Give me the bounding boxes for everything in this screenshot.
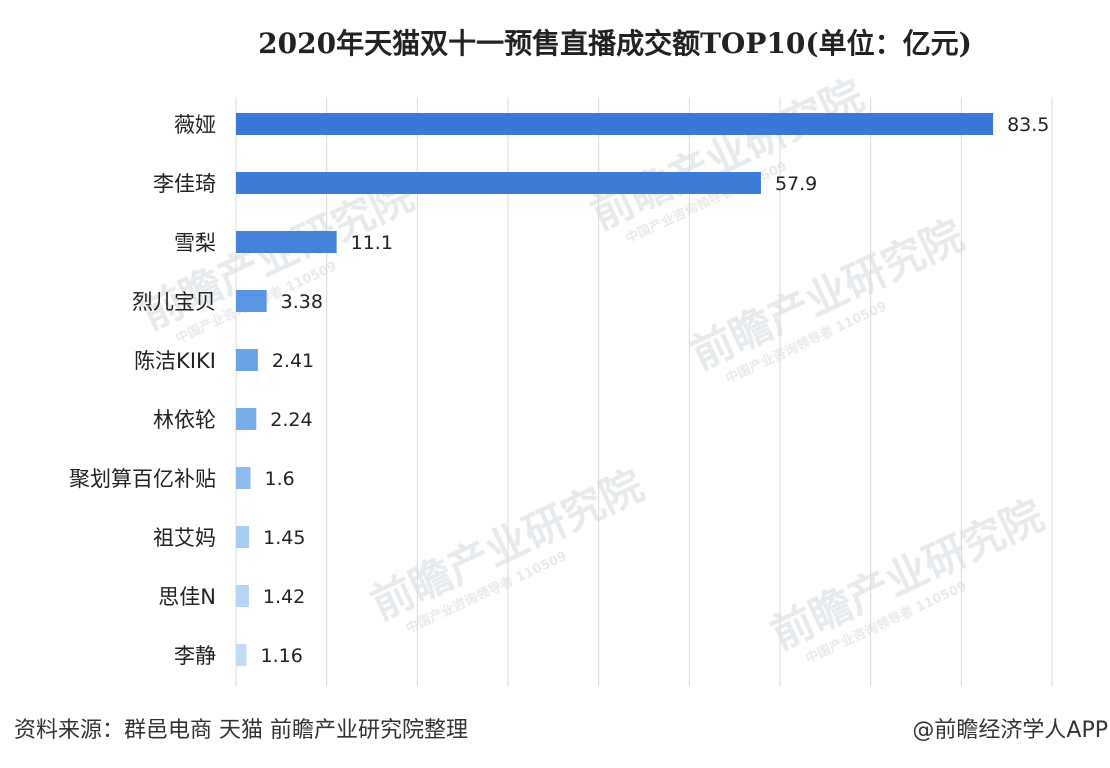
bar (236, 290, 267, 312)
category-label: 陈洁KIKI (134, 349, 216, 373)
category-label: 李静 (174, 644, 216, 668)
value-label: 3.38 (281, 291, 323, 313)
bar (236, 408, 257, 430)
value-label: 1.45 (263, 527, 305, 549)
watermark-text: 前瞻产业研究院 (364, 460, 651, 629)
value-label: 2.24 (270, 409, 312, 431)
bars-group (236, 113, 994, 666)
value-label: 83.5 (1007, 114, 1049, 136)
bar (236, 113, 994, 135)
value-label: 11.1 (351, 232, 393, 254)
value-label: 57.9 (775, 173, 817, 195)
bar (236, 349, 258, 371)
bar (236, 585, 249, 607)
value-label: 1.42 (263, 586, 305, 608)
bar (236, 172, 761, 194)
credit-note: @前瞻经济学人APP (912, 718, 1108, 743)
category-label: 思佳N (158, 585, 216, 609)
source-note: 资料来源：群邑电商 天猫 前瞻产业研究院整理 (14, 718, 468, 743)
bar (236, 467, 251, 489)
watermark-text: 前瞻产业研究院 (584, 70, 871, 239)
bar (236, 644, 247, 666)
watermark-text: 前瞻产业研究院 (764, 490, 1051, 659)
chart-title: 2020年天猫双十一预售直播成交额TOP10(单位：亿元) (258, 27, 972, 60)
category-label: 祖艾妈 (153, 526, 216, 550)
bar (236, 231, 337, 253)
category-label: 薇娅 (174, 113, 216, 137)
footer: 资料来源：群邑电商 天猫 前瞻产业研究院整理 @前瞻经济学人APP (0, 700, 1110, 760)
category-label: 雪梨 (174, 231, 216, 255)
value-label: 1.6 (265, 468, 295, 490)
value-label: 1.16 (261, 645, 303, 667)
grid-lines (235, 97, 1053, 686)
category-label: 烈儿宝贝 (132, 290, 216, 314)
category-label: 李佳琦 (153, 172, 216, 196)
category-label: 林依轮 (153, 408, 216, 432)
watermark-text: 前瞻产业研究院 (684, 210, 971, 379)
bar (236, 526, 250, 548)
category-label: 聚划算百亿补贴 (69, 467, 216, 491)
value-labels: 83.5 57.9 11.1 3.38 2.41 2.24 1.6 1.45 1.42 1.16 (261, 114, 1050, 667)
value-label: 2.41 (272, 350, 314, 372)
